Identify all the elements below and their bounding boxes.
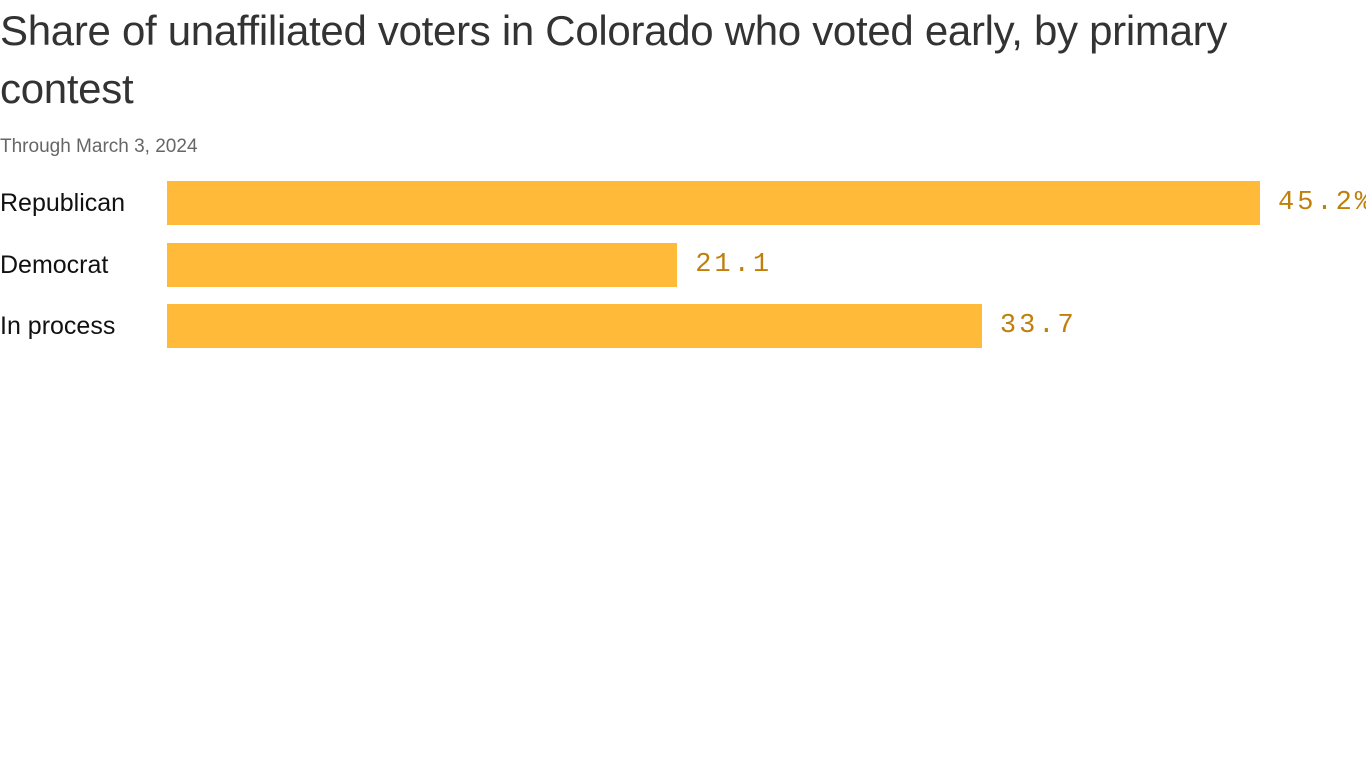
chart-subtitle: Through March 3, 2024 — [0, 136, 198, 157]
category-label: Democrat — [0, 250, 109, 279]
chart-title: Share of unaffiliated voters in Colorado… — [0, 7, 1228, 112]
value-label: 33.7 — [999, 311, 1077, 341]
value-label: 21.1 — [695, 249, 773, 280]
category-label: In process — [0, 312, 116, 340]
bar — [167, 181, 1260, 225]
bar — [167, 242, 678, 287]
category-label: Republican — [0, 189, 126, 217]
value-label: 45.2% — [1278, 188, 1366, 218]
bar — [167, 304, 982, 348]
